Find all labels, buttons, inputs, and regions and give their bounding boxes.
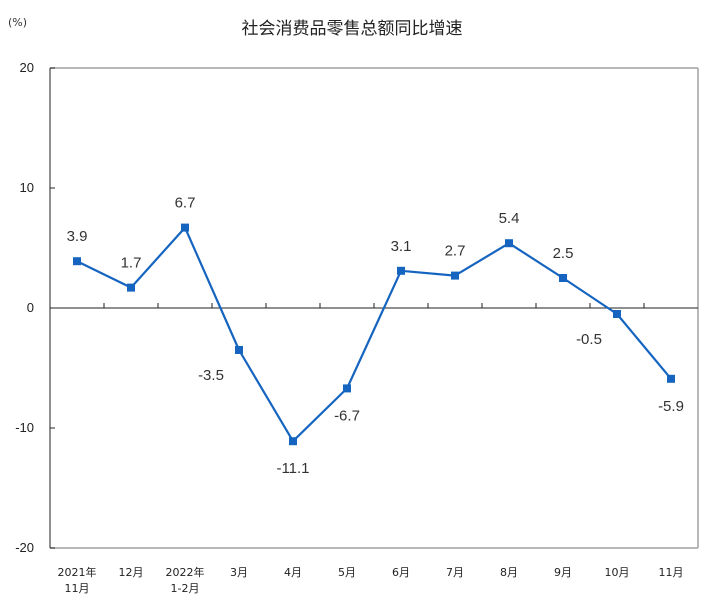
x-category-label: 12月 [119, 566, 144, 579]
chart-title: 社会消费品零售总额同比增速 [241, 19, 463, 39]
data-label: 2.7 [445, 243, 466, 260]
data-point-marker [559, 274, 567, 282]
data-label: -3.5 [198, 367, 224, 384]
y-tick-label: 0 [27, 300, 34, 315]
x-category-label: 8月 [500, 566, 518, 579]
data-point-marker [289, 437, 297, 446]
data-label: 3.9 [67, 228, 88, 245]
y-tick-label: -20 [15, 540, 34, 555]
y-tick-label: 10 [20, 180, 34, 195]
data-label: 1.7 [121, 255, 142, 272]
x-category-label: 6月 [392, 566, 410, 579]
x-category-label: 11月 [65, 582, 90, 595]
data-point-marker [235, 346, 243, 354]
data-point-marker [181, 223, 189, 232]
data-point-marker [73, 257, 81, 266]
data-label: 5.4 [499, 210, 520, 227]
x-category-label: 7月 [446, 566, 464, 579]
x-category-label: 3月 [230, 566, 248, 579]
data-point-marker [127, 283, 135, 292]
y-tick-label: -10 [15, 420, 34, 435]
data-label: -5.9 [658, 398, 684, 415]
data-point-marker [613, 310, 621, 318]
x-category-label: 1-2月 [171, 582, 200, 595]
data-label: -0.5 [576, 331, 602, 348]
x-category-label: 11月 [659, 566, 684, 579]
data-label: -6.7 [334, 407, 360, 424]
data-point-marker [451, 271, 459, 280]
y-tick-label: 20 [20, 60, 34, 75]
data-label: 3.1 [391, 238, 412, 255]
data-point-marker [505, 239, 513, 248]
x-category-label: 5月 [338, 566, 356, 579]
data-point-marker [667, 374, 675, 383]
data-label: 6.7 [175, 195, 196, 212]
y-axis-unit: (%) [8, 16, 28, 29]
data-label: 2.5 [553, 245, 574, 262]
x-category-label: 10月 [605, 566, 630, 579]
x-category-label: 2022年 [166, 565, 205, 579]
x-category-label: 9月 [554, 566, 572, 579]
x-category-label: 2021年 [58, 565, 97, 579]
data-point-marker [343, 384, 351, 393]
data-label: -11.1 [276, 460, 309, 477]
x-category-label: 4月 [284, 566, 302, 579]
series-line [76, 226, 672, 443]
data-point-marker [397, 266, 405, 275]
